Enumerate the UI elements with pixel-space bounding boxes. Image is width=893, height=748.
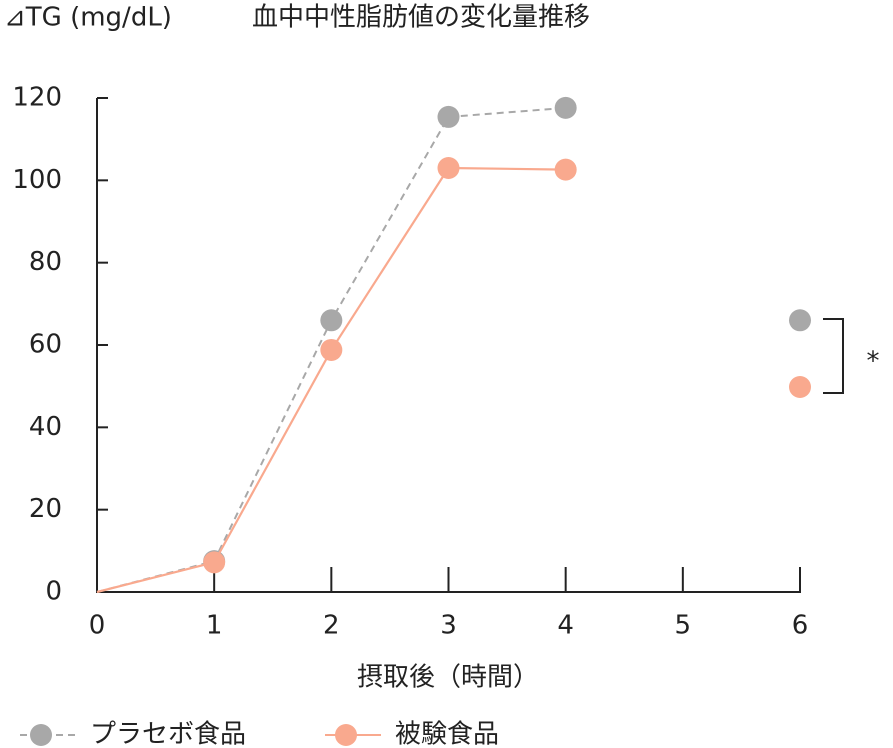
legend-marker — [30, 724, 52, 746]
data-point — [437, 105, 460, 128]
legend-label: 被験食品 — [395, 720, 499, 748]
significance-mark: * — [867, 347, 880, 377]
data-point — [203, 551, 226, 574]
x-tick-label: 4 — [557, 611, 574, 641]
x-axis-label: 摂取後（時間） — [357, 663, 539, 693]
y-tick-label: 60 — [29, 330, 62, 360]
x-tick-label: 2 — [323, 611, 340, 641]
y-tick-label: 80 — [29, 247, 62, 277]
legend-label: プラセボ食品 — [90, 720, 246, 748]
y-tick-label: 20 — [29, 494, 62, 524]
data-point — [437, 156, 460, 179]
data-point — [554, 96, 577, 119]
data-point — [320, 338, 343, 361]
x-tick-label: 5 — [675, 611, 692, 641]
y-tick-label: 0 — [45, 577, 62, 607]
y-tick-label: 100 — [12, 165, 62, 195]
series-line — [97, 168, 800, 592]
data-point — [789, 375, 811, 398]
data-point — [554, 158, 577, 181]
y-tick-label: 40 — [29, 412, 62, 442]
legend-marker — [335, 724, 357, 746]
x-tick-label: 1 — [206, 611, 223, 641]
series-line — [97, 108, 800, 592]
data-point — [789, 309, 811, 332]
significance-bracket — [823, 318, 844, 394]
y-axis-label: ⊿TG (mg/dL) — [4, 3, 172, 33]
data-point — [320, 309, 343, 332]
y-tick-label: 120 — [12, 83, 62, 113]
x-tick-label: 3 — [440, 611, 457, 641]
x-tick-label: 0 — [89, 611, 106, 641]
x-tick-label: 6 — [792, 611, 809, 641]
chart-title: 血中中性脂肪値の変化量推移 — [252, 3, 590, 33]
